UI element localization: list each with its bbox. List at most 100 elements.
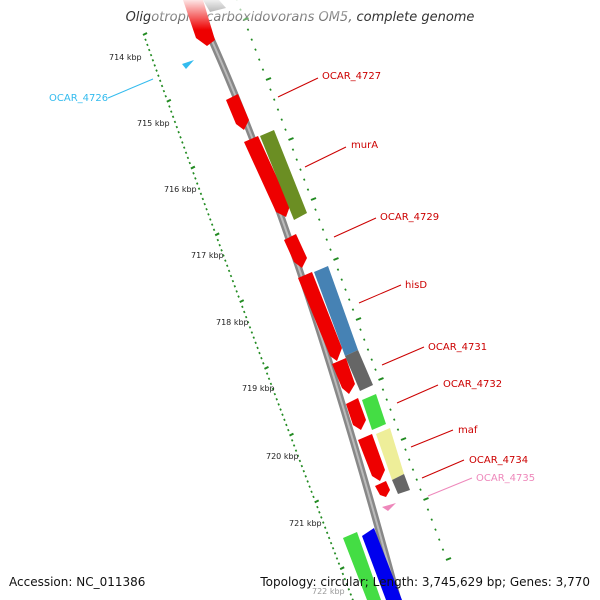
ring-dot [393,418,396,421]
ring-dot [318,218,321,221]
kbp-label-718: 718 kbp [216,318,249,327]
ring-dot [348,298,351,301]
trna-ocar-4735-marker[interactable] [382,503,396,511]
gene-label-ocar-4735[interactable]: OCAR_4735 [476,473,535,484]
ring-dot [415,478,418,481]
scale-dot [179,136,182,139]
kbp-label-717: 717 kbp [191,251,224,260]
ring-dot [291,148,295,151]
ring-dot [299,168,302,171]
gene-label-ocar-4731[interactable]: OCAR_4731 [428,342,487,353]
ring-dot [314,208,317,211]
scale-dot [320,516,323,519]
scale-dot [294,449,298,452]
label-leaders [107,77,473,497]
scale-dot [144,38,147,42]
ring-dot [359,328,362,331]
scale-dot [256,346,259,350]
ring-dot [329,248,332,251]
scale-major-tick [314,499,320,504]
cds-ocar-4732 [346,398,366,430]
leader-ocar-4726 [107,78,154,99]
gene-label-hisd[interactable]: hisD [405,280,427,291]
scale-dot [329,541,333,545]
scale-dot [300,464,304,468]
scale-dot [275,397,278,401]
ring-dot [426,508,430,511]
scale-dot [262,362,265,365]
ring-dot [276,108,280,111]
cds-hisd [298,272,342,361]
leader-hisd [358,284,402,304]
scale-dot [177,130,180,134]
scale-dot [296,454,300,458]
cog-bottom-green [343,532,381,600]
scale-dot [325,531,329,535]
gene-label-ocar-4726[interactable]: OCAR_4726 [49,93,108,104]
scale-dot [279,408,282,411]
scale-dot [164,94,167,98]
scale-dot [186,156,190,160]
scale-dot [235,290,238,293]
scale-dot [224,259,227,262]
scale-dot [292,444,296,447]
scale-dot [210,223,214,226]
ring-dot [280,118,283,121]
scale-dot [220,249,223,252]
scale-dot [343,577,347,581]
scale-dot [349,593,352,596]
ring-dot [438,538,441,541]
kbp-label-720: 720 kbp [266,452,299,461]
gene-label-ocar-4734[interactable]: OCAR_4734 [469,455,528,466]
ring-dot [411,468,415,471]
scale-dot [157,74,160,77]
ring-major-tick [333,257,339,261]
scale-dot [227,269,231,273]
ring-dot [340,278,343,281]
scale-dot [316,505,319,509]
cog-ocar-4734 [392,474,410,494]
ring-major-tick [310,197,317,201]
ring-dot [284,128,287,131]
scale-dot [153,64,156,67]
gene-label-ocar-4732[interactable]: OCAR_4732 [443,379,502,390]
scale-dot [207,213,210,216]
scale-dot [310,490,313,494]
scale-major-tick [239,299,245,303]
ring-dot [325,238,328,241]
ring-dot [441,548,445,551]
gene-labels: OCAR_4727 murA OCAR_4729 hisD OCAR_4731 … [49,71,535,484]
scale-major-tick [214,232,220,237]
scale-dot [146,43,149,47]
scale-dot [205,207,208,211]
scale-major-tick [289,432,294,437]
scale-dot [318,510,321,514]
gene-label-ocar-4727[interactable]: OCAR_4727 [322,71,381,82]
scale-dot [201,197,205,201]
kbp-label-714: 714 kbp [109,53,142,62]
scale-dot [258,351,261,355]
ring-dot [430,518,433,521]
gene-label-ocar-4729[interactable]: OCAR_4729 [380,212,439,223]
scale-dot [231,279,235,283]
scale-dot [184,151,188,155]
ring-dot [370,358,373,361]
gene-label-maf[interactable]: maf [458,425,478,436]
scale-dot [241,305,244,309]
genome-summary-text: Topology: circular; Length: 3,745,629 bp… [260,575,590,589]
cog-mura [260,130,307,220]
trna-ocar-4726-marker[interactable] [182,60,194,69]
scale-dot [312,495,315,499]
scale-dot [197,187,201,190]
accession-text: Accession: NC_011386 [9,575,146,589]
ring-dot [295,158,298,161]
cds-features[interactable] [183,0,390,497]
ring-major-tick [378,377,384,381]
ring-dot [321,228,325,231]
scale-dot [254,341,257,345]
scale-dot [267,377,271,381]
gene-label-mura[interactable]: murA [351,140,378,151]
scale-dot [324,526,327,529]
scale-major-tick [339,566,345,571]
